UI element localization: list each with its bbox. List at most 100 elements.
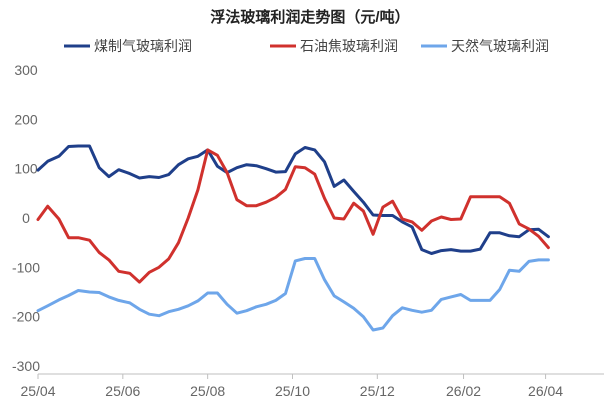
data-point bbox=[362, 210, 364, 212]
data-point bbox=[88, 145, 90, 147]
data-point bbox=[450, 218, 452, 220]
data-point bbox=[479, 248, 481, 250]
x-tick-label: 26/02 bbox=[446, 383, 481, 399]
data-point bbox=[518, 270, 520, 272]
data-point bbox=[187, 217, 189, 219]
data-point bbox=[37, 310, 39, 312]
data-point bbox=[275, 299, 277, 301]
data-point bbox=[88, 239, 90, 241]
data-point bbox=[226, 303, 228, 305]
data-point bbox=[77, 289, 79, 291]
data-point bbox=[343, 301, 345, 303]
data-point bbox=[528, 260, 530, 262]
y-tick-label: 100 bbox=[14, 161, 38, 177]
series-group bbox=[36, 257, 550, 332]
data-point bbox=[129, 172, 131, 174]
data-point bbox=[430, 252, 432, 254]
data-point bbox=[411, 309, 413, 311]
data-point bbox=[401, 307, 403, 309]
data-point bbox=[118, 169, 120, 171]
data-point bbox=[479, 299, 481, 301]
data-point bbox=[187, 158, 189, 160]
data-point bbox=[197, 155, 199, 157]
data-point bbox=[547, 236, 549, 238]
data-point bbox=[401, 221, 403, 223]
data-point bbox=[207, 149, 209, 151]
data-point bbox=[304, 146, 306, 148]
data-point bbox=[489, 232, 491, 234]
data-point bbox=[460, 293, 462, 295]
data-point bbox=[255, 165, 257, 167]
data-point bbox=[333, 185, 335, 187]
x-tick-label: 25/12 bbox=[360, 383, 395, 399]
data-point bbox=[197, 189, 199, 191]
y-tick-label: 300 bbox=[14, 62, 38, 78]
data-point bbox=[304, 167, 306, 169]
data-point bbox=[537, 228, 539, 230]
data-point bbox=[372, 233, 374, 235]
data-point bbox=[489, 299, 491, 301]
data-point bbox=[518, 236, 520, 238]
data-point bbox=[460, 250, 462, 252]
data-point bbox=[411, 221, 413, 223]
legend-label: 石油焦玻璃利润 bbox=[300, 38, 398, 54]
data-point bbox=[47, 205, 49, 207]
data-point bbox=[537, 259, 539, 261]
data-point bbox=[294, 153, 296, 155]
series-layer bbox=[36, 144, 550, 332]
data-point bbox=[469, 196, 471, 198]
data-point bbox=[265, 303, 267, 305]
data-point bbox=[118, 270, 120, 272]
data-point bbox=[275, 171, 277, 173]
data-point bbox=[129, 302, 131, 304]
data-point bbox=[168, 311, 170, 313]
data-point bbox=[489, 196, 491, 198]
data-point bbox=[294, 260, 296, 262]
data-point bbox=[391, 200, 393, 202]
legend-item: 石油焦玻璃利润 bbox=[270, 38, 398, 54]
chart-title: 浮法玻璃利润走势图（元/吨） bbox=[210, 8, 409, 26]
data-point bbox=[508, 202, 510, 204]
data-point bbox=[67, 145, 69, 147]
data-point bbox=[528, 228, 530, 230]
data-point bbox=[236, 199, 238, 201]
data-point bbox=[187, 305, 189, 307]
data-point bbox=[284, 292, 286, 294]
series-line bbox=[36, 148, 550, 284]
data-point bbox=[158, 315, 160, 317]
data-point bbox=[333, 217, 335, 219]
data-point bbox=[138, 177, 140, 179]
series-line bbox=[36, 144, 550, 255]
data-point bbox=[314, 173, 316, 175]
data-point bbox=[284, 170, 286, 172]
y-tick-label: 0 bbox=[22, 210, 30, 226]
data-point bbox=[108, 259, 110, 261]
data-point bbox=[421, 229, 423, 231]
y-tick-label: -100 bbox=[12, 259, 40, 275]
data-point bbox=[148, 271, 150, 273]
x-tick-label: 25/04 bbox=[20, 383, 55, 399]
data-point bbox=[88, 291, 90, 293]
data-point bbox=[98, 251, 100, 253]
data-point bbox=[547, 246, 549, 248]
data-point bbox=[255, 205, 257, 207]
data-point bbox=[129, 272, 131, 274]
data-point bbox=[323, 197, 325, 199]
data-point bbox=[245, 310, 247, 312]
legend-item: 天然气玻璃利润 bbox=[421, 38, 549, 54]
data-point bbox=[245, 164, 247, 166]
data-point bbox=[343, 179, 345, 181]
data-point bbox=[401, 218, 403, 220]
data-point bbox=[343, 218, 345, 220]
y-tick-label: 200 bbox=[14, 111, 38, 127]
data-point bbox=[108, 296, 110, 298]
data-point bbox=[469, 250, 471, 252]
series-line bbox=[36, 257, 550, 332]
data-point bbox=[333, 295, 335, 297]
data-point bbox=[314, 257, 316, 259]
data-point bbox=[508, 235, 510, 237]
data-point bbox=[77, 145, 79, 147]
data-point bbox=[236, 312, 238, 314]
data-point bbox=[440, 249, 442, 251]
